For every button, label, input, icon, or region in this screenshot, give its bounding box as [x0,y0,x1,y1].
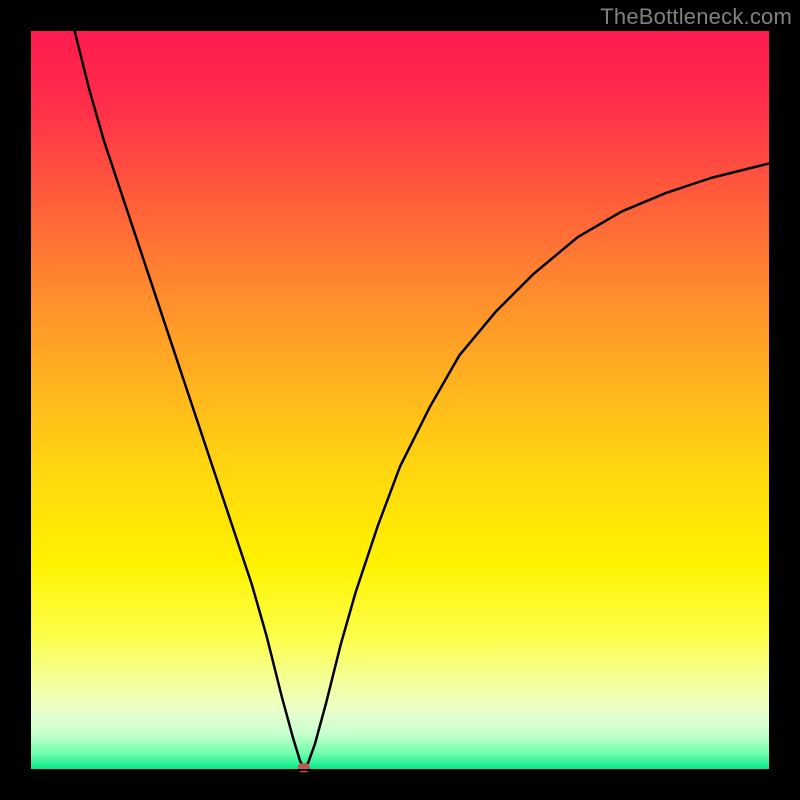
chart-plot-background [30,30,770,770]
watermark-text: TheBottleneck.com [600,4,792,30]
chart-canvas [0,0,800,800]
bottleneck-chart: TheBottleneck.com [0,0,800,800]
